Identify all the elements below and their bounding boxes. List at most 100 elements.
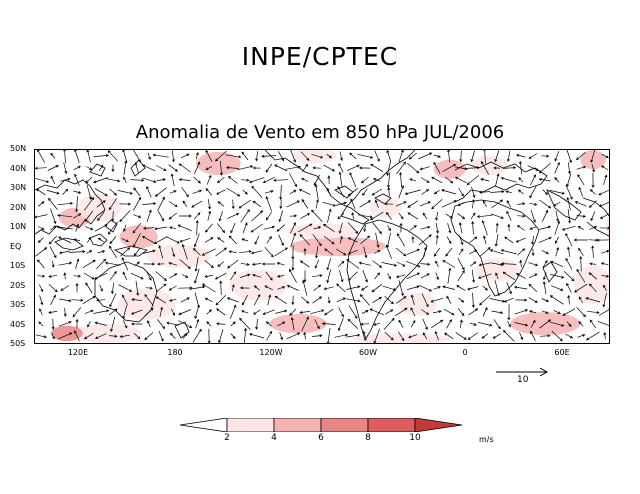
wind-vector — [553, 201, 561, 207]
wind-vector — [220, 160, 223, 176]
wind-vector — [457, 258, 465, 271]
wind-vector — [347, 271, 358, 281]
wind-vector — [273, 178, 289, 182]
wind-vector — [94, 187, 108, 197]
wind-vector — [589, 319, 597, 329]
wind-vector — [312, 274, 323, 278]
wind-vector — [71, 298, 84, 302]
wind-vector — [75, 196, 79, 213]
wind-vector — [58, 321, 72, 327]
wind-vector — [374, 199, 379, 208]
wind-vector — [476, 214, 493, 219]
wind-vector — [468, 236, 478, 244]
wind-vector — [85, 176, 93, 184]
wind-vector — [289, 268, 297, 283]
wind-vector — [395, 274, 406, 279]
wind-vector — [56, 225, 73, 230]
wind-vector — [363, 224, 367, 233]
wind-vector — [265, 196, 272, 212]
wind-vector — [195, 219, 199, 236]
shading-region-4 — [196, 151, 241, 176]
wind-vector — [275, 309, 288, 314]
wind-vector — [94, 272, 108, 280]
lon-label-60e: 60E — [554, 348, 570, 357]
wind-vector — [240, 262, 250, 266]
wind-vector — [142, 202, 157, 206]
shading-region-8 — [433, 159, 466, 179]
shading-region-9 — [470, 155, 509, 176]
reference-vector-arrow — [496, 367, 549, 377]
wind-vector — [382, 285, 397, 291]
wind-vector — [226, 297, 239, 303]
wind-vector — [302, 279, 308, 296]
wind-vector — [385, 309, 394, 315]
wind-vector — [420, 262, 431, 266]
wind-vector — [435, 211, 439, 221]
wind-vector — [386, 150, 392, 162]
wind-vector — [515, 273, 526, 279]
wind-vector — [489, 249, 504, 255]
wind-vector — [265, 271, 273, 281]
wind-vector — [73, 165, 81, 171]
wind-vector — [321, 322, 336, 326]
wind-vector — [205, 150, 213, 162]
wind-anomaly-map — [34, 149, 610, 344]
wind-vector — [373, 322, 381, 326]
lon-label-180: 180 — [167, 348, 183, 357]
wind-vector — [253, 309, 261, 315]
wind-vector — [479, 247, 491, 257]
wind-vector — [422, 318, 428, 330]
wind-vector — [274, 295, 287, 304]
wind-vector — [214, 272, 227, 280]
wind-vector — [543, 272, 547, 281]
wind-vector — [96, 200, 106, 208]
wind-vector — [579, 255, 583, 272]
wind-vector — [373, 250, 381, 254]
wind-vector — [446, 295, 452, 304]
wind-vector — [250, 250, 263, 255]
wind-vector — [457, 270, 465, 282]
wind-vector — [601, 165, 609, 171]
wind-vector — [250, 223, 263, 233]
wind-vector — [432, 310, 442, 314]
wind-vector — [106, 178, 121, 183]
wind-vector — [347, 222, 359, 234]
wind-vector — [63, 272, 67, 280]
wind-vector — [289, 308, 297, 316]
wind-vector — [493, 319, 501, 330]
wind-vector — [86, 150, 91, 163]
wind-vector — [567, 209, 572, 224]
wind-vector — [312, 234, 322, 247]
wind-vector — [514, 309, 529, 315]
wind-vector — [153, 236, 168, 244]
wind-vector — [359, 294, 370, 306]
wind-vector — [131, 298, 143, 302]
colorbar-label-10: 10 — [409, 433, 421, 443]
wind-vector — [435, 234, 439, 245]
wind-vector — [386, 211, 392, 220]
wind-vector — [362, 330, 367, 341]
wind-vector — [171, 308, 176, 316]
wind-vector — [168, 298, 177, 302]
wind-vector — [404, 189, 421, 196]
wind-vector — [554, 161, 560, 174]
wind-vector — [216, 322, 226, 326]
wind-vector — [574, 201, 587, 207]
wind-vector — [597, 320, 609, 326]
wind-vector — [531, 235, 535, 245]
wind-vector — [131, 309, 143, 315]
wind-vector — [370, 163, 384, 172]
wind-vector — [419, 201, 431, 207]
wind-vector — [204, 297, 213, 303]
wind-vector — [345, 298, 361, 303]
wind-vector — [110, 282, 115, 295]
wind-vector — [51, 260, 55, 268]
wind-vector — [217, 223, 226, 234]
wind-vector — [133, 214, 142, 219]
wind-vector — [313, 284, 322, 292]
wind-vector — [216, 308, 226, 316]
wind-vector — [130, 322, 143, 326]
wind-vectors — [35, 150, 609, 343]
wind-vector — [217, 177, 225, 184]
wind-vector — [290, 222, 296, 234]
